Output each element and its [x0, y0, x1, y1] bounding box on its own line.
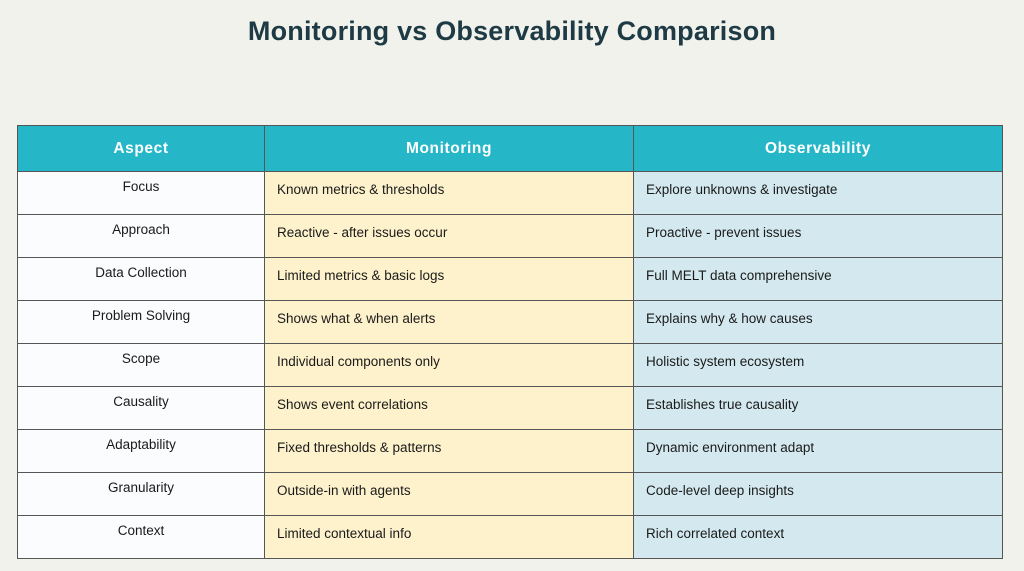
table-row: Focus Known metrics & thresholds Explore u…: [17, 171, 1003, 215]
aspect-cell: Granularity: [17, 472, 265, 516]
aspect-cell: Data Collection: [17, 257, 265, 301]
observability-cell: Proactive - prevent issues: [633, 214, 1003, 258]
observability-cell: Dynamic environment adapt: [633, 429, 1003, 473]
table-row: Context Limited contextual info Rich corre…: [17, 515, 1003, 559]
column-header-aspect: Aspect: [17, 125, 265, 172]
monitoring-cell: Reactive - after issues occur: [264, 214, 634, 258]
aspect-cell: Focus: [17, 171, 265, 215]
monitoring-cell: Known metrics & thresholds: [264, 171, 634, 215]
table-body: Focus Known metrics & thresholds Explore u…: [17, 171, 1003, 559]
table-row: Problem Solving Shows what & when alerts E…: [17, 300, 1003, 344]
table-header-row: Aspect Monitoring Observability: [17, 125, 1003, 172]
aspect-cell: Context: [17, 515, 265, 559]
aspect-cell: Approach: [17, 214, 265, 258]
monitoring-cell: Fixed thresholds & patterns: [264, 429, 634, 473]
observability-cell: Establishes true causality: [633, 386, 1003, 430]
monitoring-cell: Outside-in with agents: [264, 472, 634, 516]
table-row: Approach Reactive - after issues occur Pro…: [17, 214, 1003, 258]
monitoring-cell: Limited contextual info: [264, 515, 634, 559]
column-header-observability: Observability: [633, 125, 1003, 172]
observability-cell: Code-level deep insights: [633, 472, 1003, 516]
table-row: Scope Individual components only Holistic …: [17, 343, 1003, 387]
aspect-cell: Problem Solving: [17, 300, 265, 344]
monitoring-cell: Limited metrics & basic logs: [264, 257, 634, 301]
observability-cell: Explains why & how causes: [633, 300, 1003, 344]
page-title: Monitoring vs Observability Comparison: [247, 16, 777, 46]
table-row: Data Collection Limited metrics & basic l…: [17, 257, 1003, 301]
monitoring-cell: Individual components only: [264, 343, 634, 387]
observability-cell: Full MELT data comprehensive: [633, 257, 1003, 301]
observability-cell: Holistic system ecosystem: [633, 343, 1003, 387]
table-row: Granularity Outside-in with agents Code-le…: [17, 472, 1003, 516]
table-row: Causality Shows event correlations Establi…: [17, 386, 1003, 430]
aspect-cell: Scope: [17, 343, 265, 387]
comparison-table: Aspect Monitoring Observability Focus Kno…: [17, 125, 1003, 559]
monitoring-cell: Shows event correlations: [264, 386, 634, 430]
observability-cell: Explore unknowns & investigate: [633, 171, 1003, 215]
aspect-cell: Adaptability: [17, 429, 265, 473]
page: Monitoring vs Observability Comparison A…: [0, 0, 1024, 559]
monitoring-cell: Shows what & when alerts: [264, 300, 634, 344]
aspect-cell: Causality: [17, 386, 265, 430]
observability-cell: Rich correlated context: [633, 515, 1003, 559]
column-header-monitoring: Monitoring: [264, 125, 634, 172]
table-row: Adaptability Fixed thresholds & patterns D…: [17, 429, 1003, 473]
